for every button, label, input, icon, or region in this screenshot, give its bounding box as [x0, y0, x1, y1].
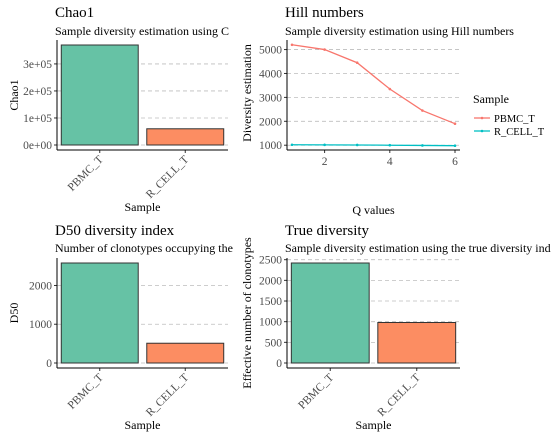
hill-legend: Sample PBMC_T R_CELL_T — [473, 92, 545, 138]
hill-y-tick-label: 5000 — [259, 45, 282, 57]
hill-x-axis-label: Q values — [352, 203, 395, 217]
chao1-y-tick-label: 2e+05 — [23, 86, 52, 98]
d50-subtitle: Number of clonotypes occupying the — [55, 241, 233, 255]
chao1-y-tick-label: 0e+00 — [23, 140, 52, 152]
hill-legend-marker — [480, 129, 484, 133]
true-diversity-y-tick-label: 1500 — [259, 296, 282, 308]
true-diversity-x-tick-label: R_CELL_T — [376, 372, 423, 419]
hill-line-pbmc-t — [291, 44, 456, 125]
hill-point-r-cell-t — [355, 143, 359, 147]
d50-panel: D50 diversity index Number of clonotypes … — [7, 223, 233, 432]
hill-point-pbmc-t — [453, 122, 457, 125]
true-diversity-x-tick-label: PBMC_T — [296, 372, 336, 412]
hill-point-pbmc-t — [290, 43, 294, 47]
true-diversity-y-tick-label: 2500 — [259, 255, 282, 267]
hill-y-tick-label: 2000 — [259, 116, 282, 128]
d50-bar-r-cell-t — [146, 342, 225, 364]
true-diversity-y-axis-label: Effective number of clonotypes — [240, 237, 254, 389]
hill-legend-title: Sample — [473, 92, 509, 106]
chao1-subtitle: Sample diversity estimation using C — [55, 24, 229, 38]
hill-legend-label: R_CELL_T — [494, 127, 545, 138]
d50-x-tick-label: R_CELL_T — [144, 372, 191, 419]
hill-x-tick-label: 4 — [387, 156, 393, 168]
true-diversity-title: True diversity — [285, 223, 370, 239]
hill-panel: Hill numbers Sample diversity estimation … — [240, 5, 545, 217]
true-diversity-y-tick-label: 2000 — [259, 275, 282, 287]
hill-y-axis-label: Diversity estimation — [240, 44, 254, 142]
true-diversity-y-tick-label: 0 — [276, 358, 282, 370]
hill-point-r-cell-t — [388, 143, 392, 147]
chao1-bar-pbmc-t — [60, 44, 139, 146]
hill-point-pbmc-t — [421, 109, 424, 112]
chao1-x-axis-label: Sample — [125, 200, 161, 214]
chao1-panel: Chao1 Sample diversity estimation using C… — [7, 5, 229, 214]
hill-legend-marker — [480, 116, 484, 120]
hill-y-tick-label: 3000 — [259, 92, 282, 104]
chao1-y-axis-label: Chao1 — [7, 79, 21, 110]
d50-x-axis-label: Sample — [125, 418, 161, 432]
chao1-y-tick-label: 1e+05 — [23, 113, 52, 125]
true-diversity-bar-pbmc-t — [290, 262, 370, 364]
true-diversity-y-tick-label: 1000 — [259, 317, 282, 329]
hill-point-r-cell-t — [453, 144, 457, 147]
chao1-title: Chao1 — [55, 5, 94, 21]
d50-y-tick-label: 2000 — [29, 280, 52, 292]
chao1-x-tick-label: PBMC_T — [66, 154, 106, 194]
hill-y-tick-label: 1000 — [259, 140, 282, 152]
true-diversity-subtitle: Sample diversity estimation using the tr… — [285, 241, 551, 255]
chao1-y-tick-label: 3e+05 — [23, 59, 52, 71]
hill-point-pbmc-t — [355, 61, 359, 65]
d50-title: D50 diversity index — [55, 223, 175, 239]
hill-legend-label: PBMC_T — [494, 114, 535, 125]
d50-x-tick-label: PBMC_T — [66, 372, 106, 412]
hill-point-r-cell-t — [323, 143, 326, 147]
hill-point-pbmc-t — [323, 48, 326, 51]
true-diversity-x-axis-label: Sample — [356, 418, 392, 432]
chao1-bar-r-cell-t — [146, 128, 225, 146]
hill-point-r-cell-t — [290, 143, 294, 147]
hill-y-tick-label: 4000 — [259, 68, 282, 80]
d50-y-tick-label: 0 — [46, 358, 52, 370]
hill-point-pbmc-t — [388, 87, 392, 91]
hill-x-tick-label: 2 — [322, 156, 328, 168]
d50-bar-pbmc-t — [60, 262, 139, 364]
true-diversity-y-tick-label: 500 — [265, 337, 283, 349]
true-diversity-panel: True diversity Sample diversity estimatio… — [240, 223, 551, 432]
chao1-x-tick-label: R_CELL_T — [144, 154, 191, 201]
hill-title: Hill numbers — [285, 5, 364, 21]
hill-line-r-cell-t — [291, 144, 456, 147]
d50-y-tick-label: 1000 — [29, 319, 52, 331]
hill-subtitle: Sample diversity estimation using Hill n… — [285, 24, 514, 38]
hill-x-tick-label: 6 — [452, 156, 458, 168]
d50-y-axis-label: D50 — [7, 303, 21, 324]
hill-point-r-cell-t — [421, 144, 424, 147]
true-diversity-bar-r-cell-t — [377, 322, 457, 364]
